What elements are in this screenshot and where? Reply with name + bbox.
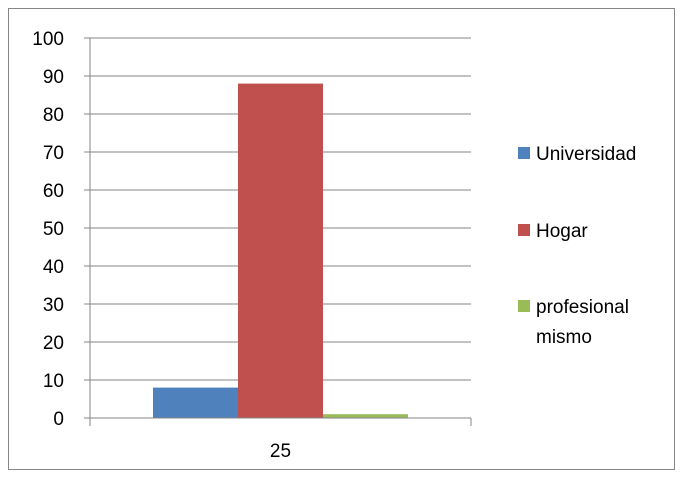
y-tick-label: 70	[43, 143, 64, 164]
y-tick-label: 50	[43, 219, 64, 240]
legend-swatch	[518, 300, 530, 312]
legend: Universidad Hogar profesional mismo	[518, 144, 636, 348]
bar-profesional-mismo	[323, 414, 408, 418]
legend-swatch	[518, 224, 530, 236]
bar-hogar	[238, 83, 323, 418]
legend-label: profesional	[536, 297, 629, 318]
x-tick-label: 25	[270, 441, 291, 462]
bars	[153, 83, 408, 418]
y-tick-label: 40	[43, 257, 64, 278]
axes	[89, 38, 472, 426]
legend-label: Hogar	[536, 221, 588, 242]
legend-swatch	[518, 147, 530, 159]
x-axis-tick-labels: 25	[270, 441, 291, 462]
chart-frame	[8, 8, 675, 470]
y-tick-label: 60	[43, 181, 64, 202]
legend-label: Universidad	[536, 144, 636, 165]
bar-universidad	[153, 387, 238, 418]
y-axis-tick-labels: 0 10 20 30 40 50 60 70 80 90 100	[32, 29, 64, 430]
y-tick-label: 0	[53, 409, 64, 430]
y-tick-label: 100	[32, 29, 64, 50]
y-tick-label: 80	[43, 105, 64, 126]
y-tick-label: 20	[43, 333, 64, 354]
legend-label: mismo	[536, 327, 592, 348]
y-tick-label: 30	[43, 295, 64, 316]
y-tick-label: 10	[43, 371, 64, 392]
y-tick-label: 90	[43, 67, 64, 88]
